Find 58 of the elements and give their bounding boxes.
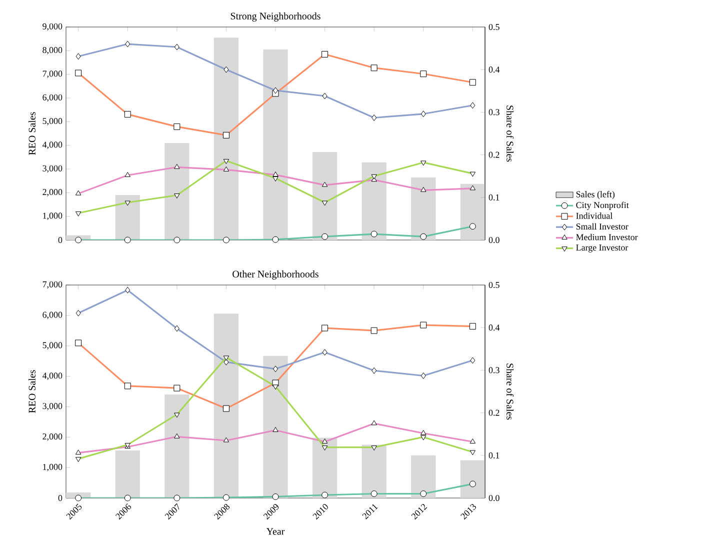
y2-tick-label: 0.3 (488, 109, 500, 116)
y2-tick-label: 0.4 (488, 66, 500, 73)
y-tick-label: 9,000 (42, 23, 62, 31)
y-tick-label: 2,000 (42, 433, 62, 441)
chart-title: Other Neighborhoods (232, 270, 318, 280)
y-tick-label: 1,000 (43, 464, 62, 472)
bar (460, 184, 485, 240)
y2-tick-label: 0.3 (488, 367, 500, 374)
y-tick-label: 3,000 (42, 165, 62, 173)
bar (411, 178, 436, 240)
bar (362, 444, 386, 498)
y2-tick-label: 0.5 (488, 282, 500, 288)
y-tick-label: 6,000 (42, 312, 62, 320)
bar (411, 455, 436, 498)
y-tick-label: 7,000 (42, 281, 62, 289)
y-tick-label: 1,000 (43, 212, 62, 220)
legend-label: City Nonprofit (576, 202, 629, 210)
y-tick-label: 0 (58, 236, 62, 244)
y2-tick-label: 0.4 (488, 324, 500, 331)
y-tick-label: 0 (58, 494, 62, 502)
bar (164, 394, 190, 498)
y2-tick-label: 0.0 (488, 236, 500, 244)
y-axis-title: REO Sales (28, 112, 36, 155)
bar (164, 142, 190, 240)
y2-axis-title: Share of Sales (506, 106, 514, 162)
y-tick-label: 6,000 (42, 94, 62, 102)
legend-label: Large Investor (576, 244, 628, 252)
y2-axis-title: Share of Sales (506, 364, 514, 420)
bar (115, 195, 140, 240)
legend-label: Medium Investor (576, 234, 638, 240)
y2-tick-label: 0.2 (488, 410, 500, 416)
y-tick-label: 5,000 (42, 118, 62, 126)
y-tick-label: 3,000 (42, 403, 62, 410)
y2-tick-label: 0.2 (488, 152, 500, 158)
bar (214, 314, 239, 498)
y-tick-label: 2,000 (42, 188, 62, 196)
y-tick-label: 8,000 (42, 46, 62, 54)
legend-label: Individual (576, 212, 613, 219)
chart-title: Strong Neighborhoods (230, 12, 320, 22)
y-tick-label: 4,000 (42, 372, 62, 380)
y2-tick-label: 0.0 (488, 494, 500, 502)
bar (460, 460, 485, 498)
y-tick-label: 5,000 (42, 342, 62, 350)
bar (214, 38, 239, 240)
bar (263, 356, 288, 498)
x-axis-title: Year (266, 528, 285, 535)
bar (312, 152, 338, 240)
bar (362, 162, 386, 240)
y2-tick-label: 0.1 (488, 452, 500, 458)
y-tick-label: 7,000 (42, 70, 62, 78)
y-axis-title: REO Sales (28, 370, 36, 413)
bar (263, 49, 288, 240)
legend-label: Small Investor (576, 223, 628, 230)
y2-tick-label: 0.5 (488, 24, 500, 30)
y2-tick-label: 0.1 (488, 194, 500, 200)
bar (115, 450, 140, 498)
y-tick-label: 4,000 (42, 142, 62, 149)
legend-label: Sales (left) (576, 190, 615, 200)
